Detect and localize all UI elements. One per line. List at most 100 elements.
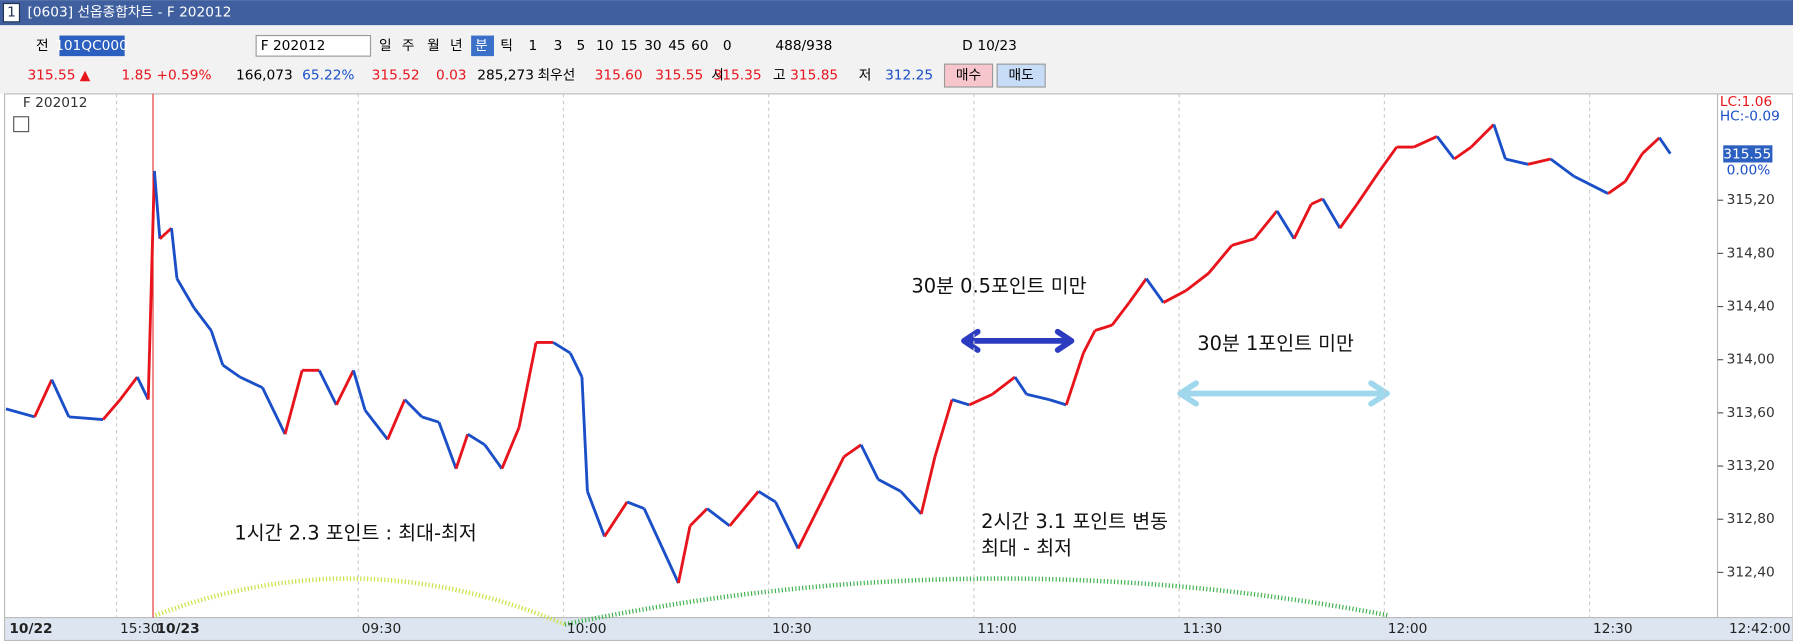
sell-button[interactable] <box>996 63 1046 88</box>
price-segment <box>1527 157 1551 166</box>
last-pct: 0.00% <box>1727 162 1771 178</box>
range-arc <box>564 576 1389 627</box>
price-segment <box>437 421 458 470</box>
window-title: [0603] 선옵종합차트 - F 202012 <box>27 5 231 21</box>
price-segment <box>774 501 800 550</box>
code-field[interactable] <box>59 35 125 57</box>
price-segment <box>363 409 389 441</box>
day-flag: D <box>962 38 973 54</box>
interval-button: 30 <box>644 38 661 54</box>
period-button: 분 <box>475 38 488 54</box>
price-segment <box>1026 392 1050 401</box>
price-segment <box>1207 244 1233 275</box>
y-tick-label: 315,20 <box>1727 192 1775 208</box>
price-segment <box>101 398 122 421</box>
price-segment <box>796 501 823 550</box>
price-segment <box>1013 376 1028 396</box>
price-segment <box>239 375 264 389</box>
price-segment <box>119 376 139 401</box>
price-segment <box>1623 152 1644 183</box>
date: 10/23 <box>977 38 1017 54</box>
quote-high-label: 고 <box>773 68 786 84</box>
quote-low: 312.25 <box>885 68 933 84</box>
price-segment <box>33 379 54 418</box>
price-segment <box>1094 323 1113 332</box>
x-tick-label: 10/22 <box>9 621 52 637</box>
period-button: 년 <box>450 38 463 54</box>
y-tick-label: 313,20 <box>1727 458 1775 474</box>
quote-volume: 166,073 <box>236 68 293 84</box>
price-segment <box>1231 237 1255 247</box>
price-segment <box>146 170 156 400</box>
x-tick-label: 10/23 <box>156 621 199 637</box>
x-tick-label: 12:00 <box>1388 621 1428 637</box>
x-tick-label: 10:30 <box>772 621 812 637</box>
price-segment <box>1355 170 1381 206</box>
price-segment <box>403 398 423 418</box>
price-segment <box>170 227 179 279</box>
price-segment <box>1145 277 1165 304</box>
price-segment <box>569 352 584 378</box>
price-segment <box>1048 398 1067 407</box>
price-segment <box>1110 301 1131 327</box>
code: 101QC000 <box>55 38 128 54</box>
price-segment <box>386 399 407 441</box>
price-segment <box>642 507 669 560</box>
grid-icon[interactable] <box>13 116 30 133</box>
price-segment <box>283 369 304 435</box>
buy-button[interactable] <box>943 63 994 88</box>
quote-low-label: 저 <box>859 68 872 84</box>
symbol-field[interactable] <box>255 34 372 57</box>
interval-button: 1 <box>529 38 538 54</box>
quote-open: 315.35 <box>714 68 762 84</box>
price-segment <box>843 443 862 458</box>
price-segment <box>1310 197 1324 206</box>
period-active[interactable] <box>471 35 494 57</box>
button: 전 <box>36 38 49 54</box>
price-segment <box>192 307 213 332</box>
price-segment <box>580 376 589 492</box>
price-segment <box>152 170 162 239</box>
x-tick-label: 11:30 <box>1183 621 1223 637</box>
quote-sell: 매도 <box>1009 68 1034 84</box>
lc-label: LC:1.06 <box>1720 94 1772 110</box>
quote-best-bid: 315.55 <box>655 68 703 84</box>
last-price: 315.55 <box>1723 146 1771 162</box>
price-axis <box>1716 93 1793 619</box>
legend-entry: F 202012 <box>23 95 88 111</box>
price-segment <box>221 363 241 379</box>
price-segment <box>1378 146 1398 172</box>
window-number: 1 <box>7 5 16 21</box>
quote-open-interest: 285,273 <box>477 68 534 84</box>
price-segment <box>899 490 923 515</box>
price-segment <box>454 433 470 470</box>
price-segment <box>1128 277 1148 304</box>
price-segment <box>175 277 196 309</box>
interval-button: 5 <box>577 38 586 54</box>
price-segment <box>666 558 680 584</box>
price-segment <box>586 490 606 538</box>
time-axis <box>4 617 1793 642</box>
quote-change: 1.85 <box>122 68 153 84</box>
price-segment <box>968 392 993 407</box>
price-segment <box>1321 198 1342 229</box>
price-segment <box>5 407 36 419</box>
price-segment <box>1492 123 1507 160</box>
price-segment <box>877 478 902 493</box>
price-segment <box>757 490 777 504</box>
interval-button: 3 <box>554 38 563 54</box>
price-segment <box>209 330 225 366</box>
offset: 0 <box>723 38 732 54</box>
window-badge <box>2 2 21 23</box>
price-segment <box>421 415 440 424</box>
interval-button: 15 <box>620 38 637 54</box>
period-button: 일 <box>379 38 392 54</box>
x-tick-label: 10:00 <box>567 621 607 637</box>
interval-button: 10 <box>596 38 613 54</box>
quote-best-label: 최우선 <box>537 68 575 84</box>
y-tick-label: 313,60 <box>1727 405 1775 421</box>
price-segment <box>1658 136 1672 155</box>
quote-open-label: 시 <box>711 68 724 84</box>
arrow <box>1177 380 1390 407</box>
quote-price: 315.55 ▲ <box>27 68 90 84</box>
